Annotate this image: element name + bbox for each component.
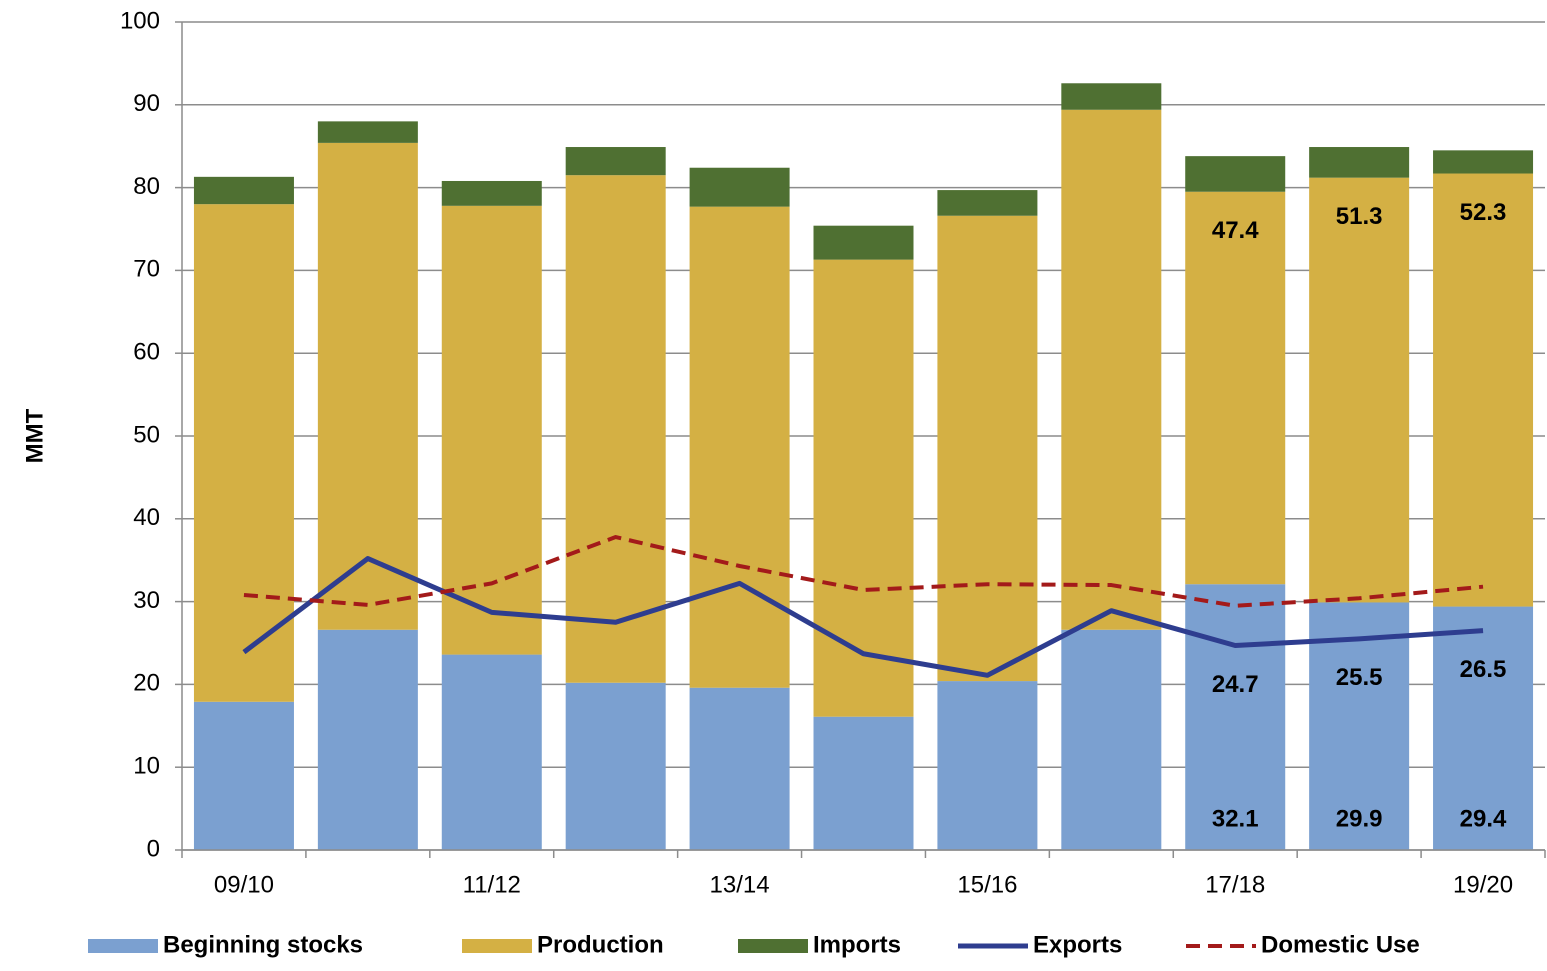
data-label: 32.1 [1212, 805, 1259, 832]
bar-segment [937, 681, 1038, 850]
line-series [243, 535, 1484, 608]
bar-segment [317, 629, 418, 850]
bar-segment [937, 215, 1038, 682]
bar-segment [317, 121, 418, 143]
bar-segment [441, 205, 542, 655]
bar-segment [1185, 191, 1286, 585]
y-tick-label: 20 [133, 670, 160, 697]
bar-segment [689, 167, 790, 207]
bar-segment [317, 142, 418, 630]
bar-segment [1061, 83, 1162, 110]
bar-segment [565, 147, 666, 176]
bar-segment [1433, 173, 1534, 607]
legend-label: Production [537, 931, 664, 958]
y-tick-label: 40 [133, 504, 160, 531]
bar-segment [1309, 602, 1410, 850]
y-tick-label: 100 [120, 7, 160, 34]
bar-segment [1309, 177, 1410, 603]
bar-segment [193, 701, 294, 850]
data-label: 26.5 [1460, 656, 1507, 683]
bar-segment [813, 225, 914, 260]
line-series [242, 556, 1484, 678]
bar-segment [1061, 629, 1162, 850]
legend-label: Exports [1033, 931, 1122, 958]
bar-segment [813, 259, 914, 717]
bar-segment [193, 204, 294, 702]
legend-swatch [88, 939, 158, 953]
x-tick-label: 11/12 [463, 871, 521, 898]
data-label: 47.4 [1212, 217, 1259, 244]
legend-label: Imports [813, 931, 901, 958]
bar-segment [1185, 584, 1286, 850]
x-tick-label: 17/18 [1205, 871, 1265, 898]
y-tick-label: 80 [133, 173, 160, 200]
data-label: 51.3 [1336, 203, 1383, 230]
y-tick-label: 30 [133, 587, 160, 614]
y-tick-label: 10 [133, 753, 160, 780]
legend-swatch [738, 939, 808, 953]
bar-segment [1433, 150, 1534, 174]
bar-segment [1309, 147, 1410, 178]
x-tick-label: 13/14 [710, 871, 770, 898]
legend-swatch [462, 939, 532, 953]
legend-label: Domestic Use [1261, 931, 1420, 958]
bar-segment [689, 687, 790, 850]
data-label: 29.9 [1336, 805, 1383, 832]
bar-segment [1185, 156, 1286, 192]
x-tick-label: 15/16 [957, 871, 1017, 898]
data-label: 52.3 [1460, 199, 1507, 226]
legend-label: Beginning stocks [163, 931, 363, 958]
bar-segment [441, 180, 542, 206]
bar-segment [565, 682, 666, 850]
data-label: 29.4 [1460, 805, 1507, 832]
bar-segment [441, 654, 542, 850]
y-axis-label: MMT [21, 408, 48, 463]
x-tick-label: 09/10 [214, 871, 274, 898]
data-label: 24.7 [1212, 671, 1259, 698]
y-tick-label: 90 [133, 90, 160, 117]
y-tick-label: 70 [133, 256, 160, 283]
bar-segment [689, 206, 790, 688]
bar-segment [193, 176, 294, 205]
y-tick-label: 50 [133, 421, 160, 448]
bar-segment [1433, 606, 1534, 850]
bar-segment [565, 175, 666, 683]
y-tick-label: 60 [133, 339, 160, 366]
data-label: 25.5 [1336, 664, 1383, 691]
y-tick-label: 0 [147, 835, 160, 862]
bar-segment [1061, 109, 1162, 630]
bar-segment [937, 190, 1038, 216]
x-tick-label: 19/20 [1453, 871, 1513, 898]
bar-segment [813, 716, 914, 850]
